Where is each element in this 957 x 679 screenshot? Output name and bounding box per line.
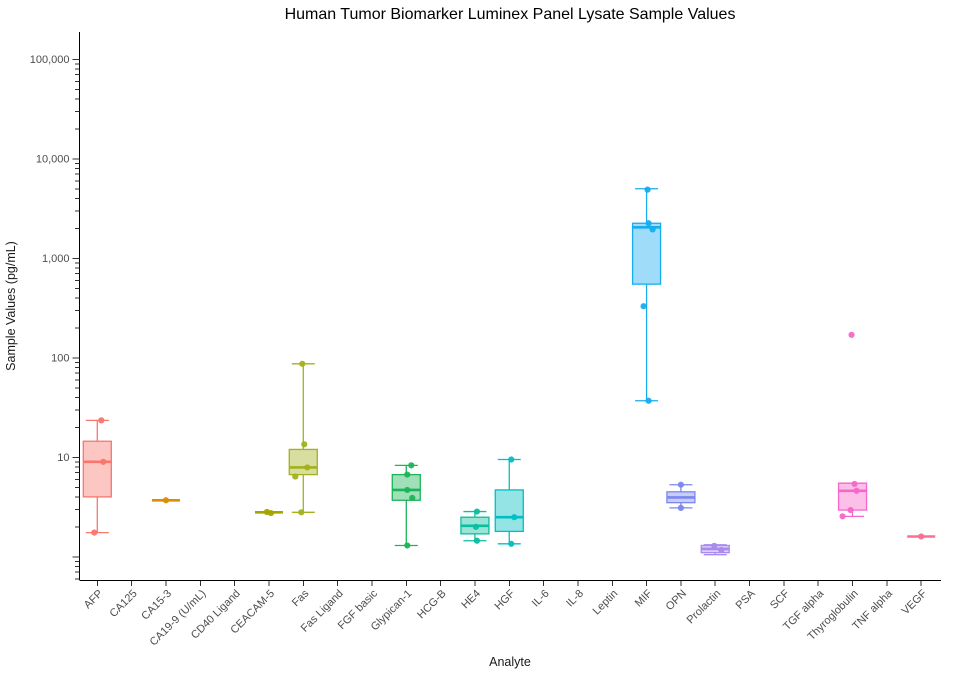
x-category-label: Leptin	[591, 588, 621, 618]
box-rect	[631, 222, 662, 285]
chart-title: Human Tumor Biomarker Luminex Panel Lysa…	[285, 6, 736, 23]
box-group-afp	[82, 417, 112, 536]
box-rect	[82, 440, 112, 498]
data-point	[508, 540, 515, 547]
data-point	[472, 523, 480, 530]
data-point	[100, 458, 107, 465]
y-tick-label: 10	[57, 452, 69, 464]
data-point	[298, 509, 305, 516]
box-rect	[494, 489, 524, 533]
y-tick-label: 10,000	[36, 153, 70, 165]
box-group-glypican-1	[391, 462, 421, 549]
x-category-label: HCG-B	[415, 588, 449, 622]
data-point	[640, 303, 647, 310]
x-axis-title: Analyte	[489, 655, 531, 669]
y-tick-label: 100,000	[30, 54, 70, 66]
box-group-ca15-3	[151, 497, 180, 504]
data-point	[473, 537, 481, 544]
data-point	[292, 473, 299, 480]
data-point	[645, 220, 652, 227]
data-point	[644, 186, 651, 193]
box-group-hgf	[494, 456, 524, 547]
x-category-label: Fas	[290, 587, 312, 609]
data-point	[162, 497, 170, 504]
data-point	[839, 513, 846, 520]
box-rect	[837, 482, 868, 511]
x-category-label: IL-6	[530, 588, 552, 610]
x-category-label: CA125	[107, 588, 139, 620]
y-tick-label: 100	[51, 352, 69, 364]
data-point	[511, 514, 518, 521]
x-category-label: CA15-3	[139, 588, 174, 623]
data-point	[645, 397, 652, 404]
data-point	[711, 542, 718, 549]
x-category-label: IL-8	[564, 588, 586, 610]
data-point	[299, 360, 306, 367]
box-group-ceacam-5	[254, 508, 283, 517]
y-tick-label: 1,000	[42, 253, 70, 265]
data-point	[848, 331, 855, 338]
data-point	[408, 462, 415, 469]
data-point	[304, 464, 311, 471]
data-point	[918, 533, 925, 540]
data-point	[404, 486, 411, 494]
x-category-label: MIF	[633, 587, 655, 609]
x-category-label: SCF	[768, 587, 792, 611]
data-point	[404, 542, 411, 549]
plot-area	[82, 186, 936, 556]
data-point	[267, 509, 275, 517]
box-rect	[288, 448, 318, 476]
box-group-opn	[666, 481, 696, 512]
data-point	[847, 506, 854, 514]
data-point	[301, 441, 308, 448]
x-category-label: VEGF	[900, 587, 930, 617]
data-point	[404, 471, 411, 478]
data-point	[91, 529, 98, 536]
x-category-label: AFP	[82, 588, 106, 612]
data-point	[409, 494, 416, 502]
data-point	[649, 226, 656, 233]
data-point	[473, 508, 481, 515]
data-point	[677, 481, 685, 488]
x-category-label: HGF	[492, 587, 517, 612]
data-point	[851, 480, 858, 488]
box-group-he4	[460, 508, 490, 544]
data-point	[98, 417, 105, 424]
data-point	[718, 546, 725, 554]
x-category-label: PSA	[734, 587, 759, 612]
box-group-mif	[631, 186, 662, 404]
box-group-prolactin	[700, 542, 730, 556]
box-group-fas	[288, 360, 318, 516]
x-category-label: HE4	[459, 588, 483, 612]
x-category-label: OPN	[664, 588, 689, 613]
data-point	[508, 456, 515, 463]
data-point	[853, 487, 860, 494]
box-group-thyroglobulin	[837, 331, 868, 520]
y-axis-title: Sample Values (pg/mL)	[4, 241, 18, 371]
data-point	[677, 504, 685, 512]
x-category-label: Prolactin	[685, 588, 724, 627]
box-group-vegf	[907, 533, 936, 540]
